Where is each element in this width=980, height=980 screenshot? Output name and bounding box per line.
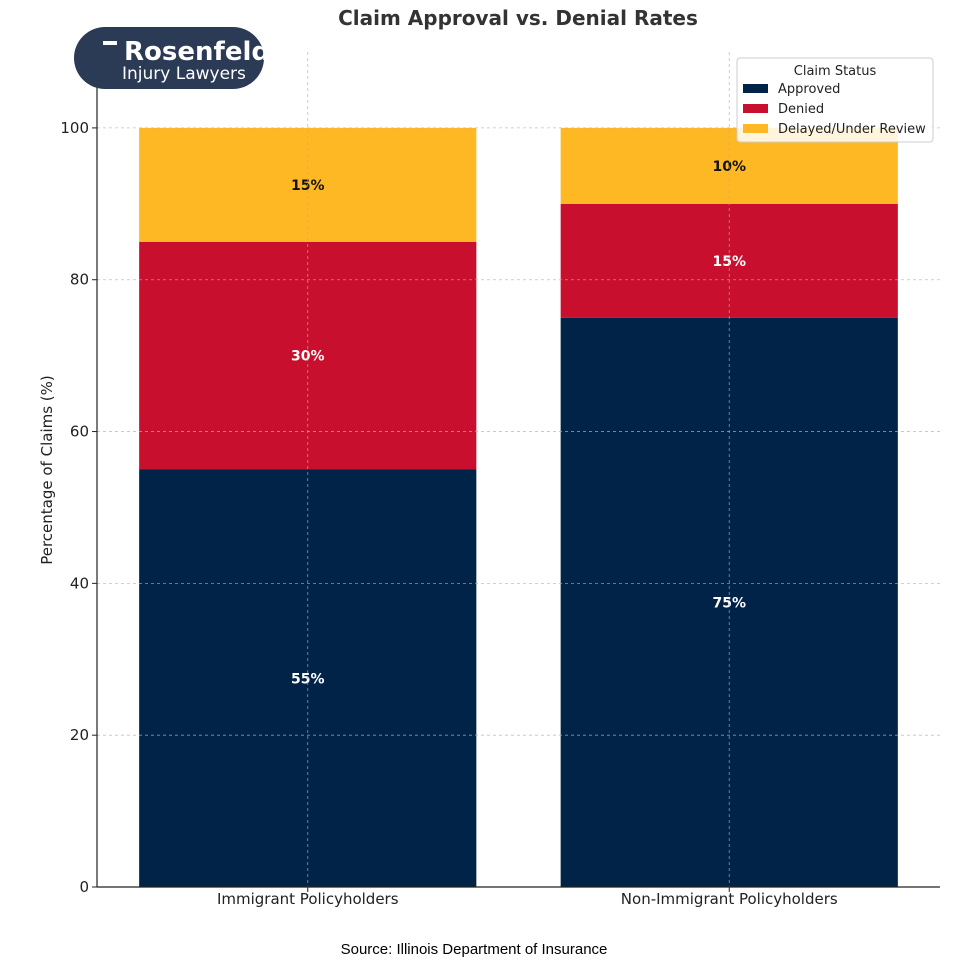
- y-tick-label: 80: [70, 271, 89, 289]
- bar-data-label: 75%: [712, 595, 746, 611]
- plot-area: 55%75%30%15%15%10%020406080100Immigrant …: [60, 52, 940, 908]
- bar-data-label: 15%: [712, 254, 746, 270]
- bar-data-label: 55%: [291, 671, 325, 687]
- logo: Rosenfeld Injury Lawyers: [74, 27, 270, 89]
- y-tick-label: 40: [70, 574, 89, 592]
- y-axis-label: Percentage of Claims (%): [38, 375, 56, 565]
- bar-data-label: 30%: [291, 349, 325, 365]
- logo-badge: [74, 27, 264, 89]
- legend-entry-label: Delayed/Under Review: [778, 122, 926, 137]
- logo-title: Rosenfeld: [124, 37, 270, 67]
- logo-cross-icon: [103, 41, 117, 45]
- legend-frame: [736, 57, 934, 143]
- y-tick-label: 60: [70, 423, 89, 441]
- legend-entry-label: Denied: [778, 102, 824, 117]
- x-tick-label: Non-Immigrant Policyholders: [621, 890, 838, 908]
- legend-entry-label: Approved: [778, 82, 840, 97]
- legend-items: Approved Denied Delayed/Under Review: [743, 82, 926, 137]
- source-note: Source: Illinois Department of Insurance: [341, 941, 608, 958]
- x-tick-label: Immigrant Policyholders: [217, 890, 399, 908]
- chart-title: Claim Approval vs. Denial Rates: [338, 6, 698, 30]
- logo-subtitle: Injury Lawyers: [122, 64, 246, 84]
- legend: Claim Status Approved Denied Delayed/Under…: [736, 57, 934, 143]
- y-tick-label: 100: [60, 119, 89, 137]
- legend-swatch: [743, 84, 768, 93]
- y-tick-label: 0: [79, 878, 89, 896]
- y-tick-label: 20: [70, 726, 89, 744]
- legend-title: Claim Status: [794, 64, 877, 79]
- legend-swatch: [743, 104, 768, 113]
- legend-swatch: [743, 124, 768, 133]
